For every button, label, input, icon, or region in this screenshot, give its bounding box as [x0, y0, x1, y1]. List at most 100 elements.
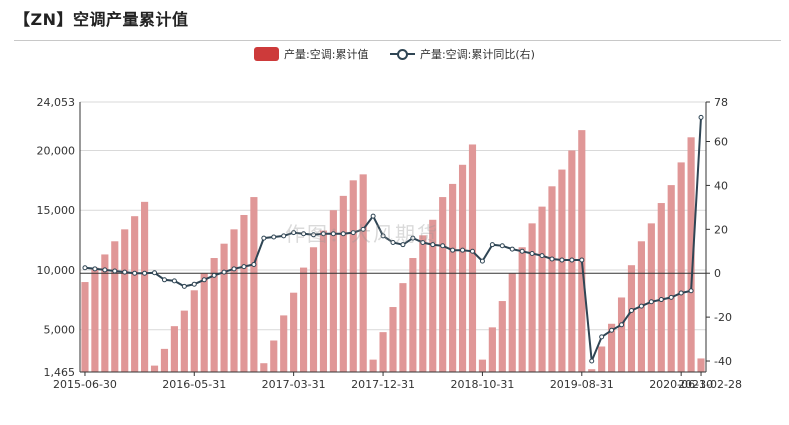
- legend-item-bar[interactable]: 产量:空调:累计值: [254, 46, 368, 62]
- bar: [598, 346, 606, 372]
- line-point: [221, 269, 227, 275]
- y-right-tick-label: 20: [714, 223, 728, 236]
- bar: [518, 247, 526, 372]
- chart-title: 【ZN】空调产量累计值: [14, 10, 189, 29]
- bar: [111, 241, 119, 372]
- bar: [608, 323, 616, 372]
- line-point: [609, 327, 615, 333]
- line-point: [122, 269, 128, 275]
- line-point: [698, 114, 704, 120]
- bar: [280, 315, 288, 372]
- line-point: [450, 247, 456, 253]
- legend-label-bar: 产量:空调:累计值: [284, 48, 369, 61]
- title-divider: [14, 40, 781, 41]
- bar: [429, 219, 437, 372]
- line-point: [479, 258, 485, 264]
- bar: [399, 283, 407, 372]
- line-point: [569, 257, 575, 263]
- bar: [121, 229, 129, 372]
- line-point: [559, 257, 565, 263]
- bar: [538, 206, 546, 372]
- legend-line-marker-icon: [389, 47, 415, 61]
- line-point: [311, 232, 317, 238]
- y-right-tick-label: -20: [714, 311, 732, 324]
- bar: [677, 162, 685, 372]
- bar: [319, 230, 328, 372]
- line-point: [628, 308, 634, 314]
- line-point: [599, 334, 605, 340]
- x-tick-label: 2015-06-30: [53, 378, 117, 391]
- bar: [220, 243, 228, 372]
- bar: [528, 223, 536, 372]
- line-point: [82, 265, 88, 271]
- line-point: [420, 239, 426, 245]
- line-point: [410, 235, 416, 241]
- y-left-tick-label: 20,000: [37, 144, 76, 157]
- bar: [101, 254, 109, 372]
- line-point: [469, 248, 475, 254]
- bar: [270, 340, 278, 372]
- line-point: [161, 277, 167, 283]
- line-point: [132, 270, 138, 276]
- bar: [548, 186, 556, 372]
- bar: [290, 292, 298, 372]
- line-point: [539, 253, 545, 259]
- x-tick-label: 2019-08-31: [550, 378, 614, 391]
- bar: [260, 363, 268, 372]
- line-point: [92, 266, 98, 272]
- bar: [141, 201, 149, 372]
- bar: [458, 164, 467, 372]
- line-point: [251, 261, 257, 267]
- line-point: [360, 226, 366, 232]
- legend-item-line[interactable]: 产量:空调:累计同比(右): [389, 46, 535, 62]
- x-tick-label: 2017-12-31: [351, 378, 415, 391]
- line-point: [658, 297, 664, 303]
- line-point: [589, 358, 595, 364]
- line-point: [549, 256, 555, 262]
- legend: 产量:空调:累计值 产量:空调:累计同比(右): [0, 46, 789, 62]
- x-tick-label: 2020-06-30: [649, 378, 713, 391]
- bar: [588, 369, 596, 372]
- bar: [687, 137, 695, 372]
- line-point: [231, 266, 237, 272]
- bar: [131, 216, 139, 372]
- bar: [299, 267, 308, 372]
- line-point: [499, 243, 505, 249]
- line-point: [668, 294, 674, 300]
- bar: [439, 197, 447, 372]
- bar: [240, 214, 248, 372]
- line-point: [181, 283, 187, 289]
- bar: [339, 195, 347, 372]
- bar: [558, 169, 566, 372]
- bar: [200, 273, 208, 372]
- x-tick-label: 2021-02-28: [678, 378, 742, 391]
- bar: [419, 235, 427, 372]
- bar: [488, 327, 496, 372]
- line-point: [519, 248, 525, 254]
- legend-label-line: 产量:空调:累计同比(右): [419, 48, 535, 61]
- line-point: [241, 264, 247, 270]
- bar: [667, 185, 675, 372]
- line-point: [579, 257, 585, 263]
- line-point: [201, 277, 207, 283]
- y-right-tick-label: 0: [714, 267, 721, 280]
- bar: [91, 267, 99, 372]
- bar: [627, 265, 636, 372]
- bar: [647, 223, 655, 372]
- bar: [150, 365, 159, 372]
- bar: [81, 282, 89, 372]
- y-right-tick-label: 40: [714, 179, 728, 192]
- bar: [379, 332, 387, 372]
- bar: [369, 359, 377, 372]
- line-point: [400, 242, 406, 248]
- line-point: [638, 303, 644, 309]
- bar: [389, 307, 397, 372]
- line-point: [330, 231, 336, 237]
- line-point: [489, 242, 495, 248]
- line-point: [211, 272, 217, 278]
- line-point: [529, 250, 535, 256]
- bar: [170, 326, 178, 372]
- line-point: [271, 234, 277, 240]
- bar: [578, 130, 586, 372]
